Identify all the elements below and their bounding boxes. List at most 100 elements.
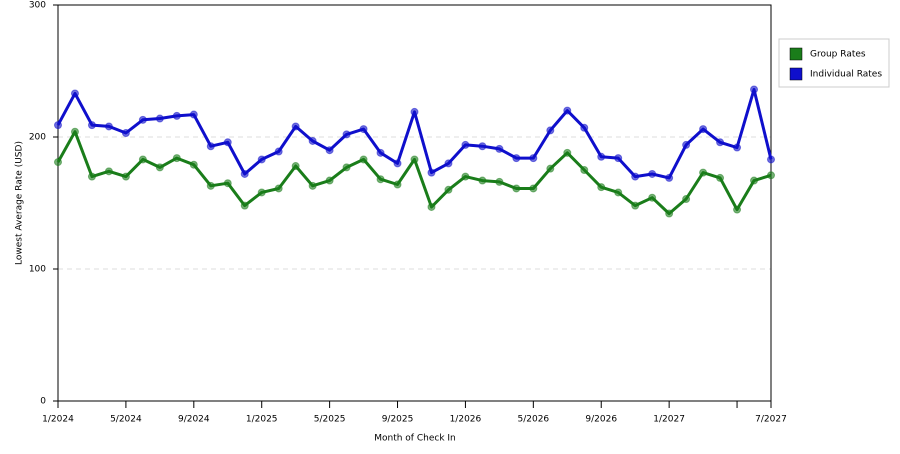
data-point <box>512 154 521 163</box>
x-tick-label: 5/2026 <box>517 415 549 425</box>
data-point <box>461 172 470 181</box>
data-point <box>138 155 147 164</box>
data-point <box>580 166 589 174</box>
data-point <box>546 126 555 135</box>
data-point <box>495 177 504 186</box>
data-point <box>172 154 181 163</box>
data-point <box>665 209 674 218</box>
data-point <box>257 155 266 164</box>
data-point <box>342 130 351 139</box>
data-point <box>478 142 487 151</box>
data-point <box>376 175 385 184</box>
data-point <box>478 176 487 185</box>
data-point <box>189 160 198 169</box>
data-point <box>563 148 572 157</box>
x-tick-label: 1/2024 <box>42 415 74 425</box>
data-point <box>410 155 419 164</box>
data-point <box>291 122 300 131</box>
data-point <box>767 171 775 180</box>
x-tick-label: 9/2026 <box>585 415 617 425</box>
data-point <box>54 121 62 130</box>
y-tick-label: 200 <box>29 133 46 143</box>
data-point <box>121 172 130 181</box>
data-point <box>461 140 470 149</box>
data-point <box>189 110 198 119</box>
data-point <box>240 169 249 178</box>
data-point <box>597 183 606 192</box>
x-tick-label: 5/2025 <box>314 415 346 425</box>
x-tick-label: 1/2025 <box>246 415 278 425</box>
data-point <box>733 205 742 214</box>
data-point <box>529 154 538 163</box>
data-point <box>427 202 436 211</box>
data-point <box>393 180 402 189</box>
data-point <box>750 85 759 94</box>
data-point <box>155 114 164 123</box>
data-point <box>495 144 504 153</box>
plot-frame <box>57 4 772 402</box>
legend-swatch <box>789 67 803 81</box>
data-point <box>342 163 351 172</box>
data-point <box>104 167 113 176</box>
data-point <box>359 125 368 134</box>
data-point <box>512 184 521 193</box>
data-point <box>138 115 147 124</box>
data-point <box>699 125 708 134</box>
data-point <box>240 201 249 210</box>
data-point <box>223 179 232 188</box>
data-point <box>206 142 215 151</box>
data-point <box>70 89 79 98</box>
data-point <box>716 138 725 147</box>
legend-label: Group Rates <box>810 50 866 60</box>
data-point <box>597 152 606 161</box>
data-point <box>172 111 181 120</box>
data-point <box>308 181 317 190</box>
data-point <box>631 201 640 210</box>
data-point <box>291 162 300 171</box>
data-point <box>529 184 538 193</box>
data-point <box>427 168 436 177</box>
data-point <box>223 138 232 147</box>
data-point <box>155 163 164 172</box>
data-point <box>665 173 674 182</box>
data-point <box>648 169 657 178</box>
data-point <box>614 188 623 197</box>
data-point <box>614 154 623 163</box>
data-point <box>87 121 96 130</box>
x-tick-label: 5/2024 <box>110 415 142 425</box>
x-tick-label: 9/2024 <box>178 415 210 425</box>
data-point <box>410 107 419 116</box>
x-tick-label: 9/2025 <box>382 415 414 425</box>
data-point <box>257 188 266 197</box>
data-point <box>376 148 385 157</box>
data-point <box>359 155 368 164</box>
legend-label: Individual Rates <box>810 70 882 80</box>
x-axis-label: Month of Check In <box>374 434 456 444</box>
data-point <box>563 106 572 115</box>
data-point <box>308 136 317 145</box>
data-point <box>444 185 453 194</box>
data-point <box>325 146 334 155</box>
data-point <box>682 195 691 204</box>
data-point <box>104 122 113 131</box>
data-point <box>546 164 555 173</box>
data-point <box>70 127 79 136</box>
y-tick-label: 300 <box>29 1 46 11</box>
data-point <box>274 184 283 193</box>
data-point <box>206 181 215 190</box>
y-tick-label: 100 <box>29 265 46 275</box>
y-tick-label: 0 <box>40 397 46 407</box>
data-point <box>274 147 283 156</box>
x-tick-label: 7/2027 <box>755 415 787 425</box>
series-line <box>56 130 772 216</box>
y-axis-label: Lowest Average Rate (USD) <box>15 141 25 265</box>
data-point <box>580 123 589 132</box>
data-point <box>699 168 708 177</box>
data-point <box>121 129 130 138</box>
data-point <box>750 176 759 185</box>
data-point <box>54 158 62 167</box>
data-point <box>716 173 725 182</box>
x-tick-label: 1/2027 <box>653 415 685 425</box>
data-point <box>393 159 402 168</box>
